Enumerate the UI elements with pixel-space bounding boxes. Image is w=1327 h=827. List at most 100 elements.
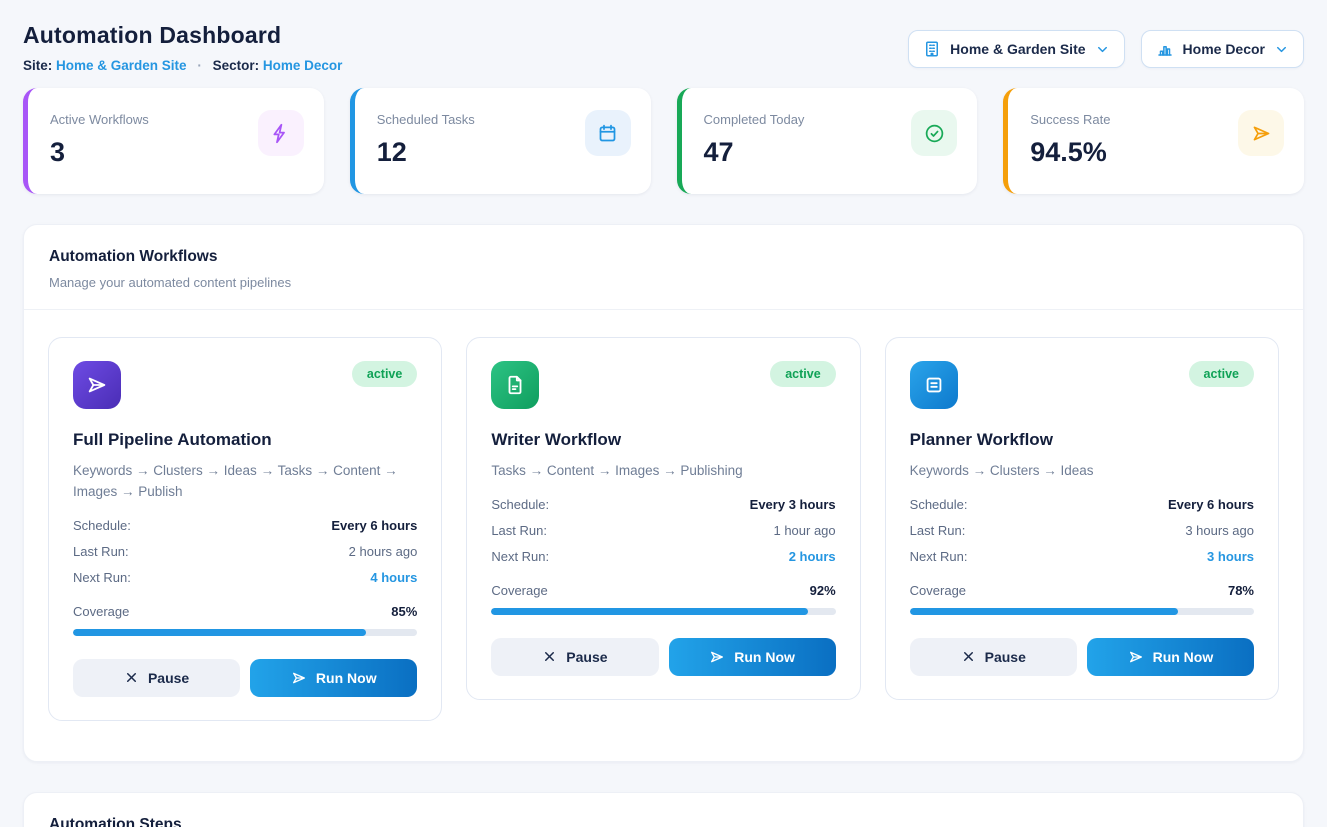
workflow-meta: Schedule: Every 6 hours Last Run: 3 hours … xyxy=(910,497,1254,564)
site-label: Site: xyxy=(23,58,53,73)
workflow-grid: active Full Pipeline Automation Keywords… xyxy=(48,337,1279,721)
send-icon xyxy=(291,670,307,686)
stat-texts: Active Workflows 3 xyxy=(50,106,149,168)
run-now-button[interactable]: Run Now xyxy=(668,637,836,676)
workflow-pipeline: Tasks → Content → Images → Publishing xyxy=(491,463,743,478)
last-run-value: 1 hour ago xyxy=(773,522,836,538)
stat-value: 12 xyxy=(376,137,407,167)
coverage-label: Coverage xyxy=(73,603,130,619)
workflow-title: Full Pipeline Automation xyxy=(73,430,272,449)
coverage-progressbar xyxy=(73,628,418,636)
stat-value: 3 xyxy=(50,137,66,167)
workflow-card-full-pipeline: active Full Pipeline Automation Keywords… xyxy=(48,337,443,721)
pause-button[interactable]: Pause xyxy=(73,658,241,697)
workflow-actions: Pause Run Now xyxy=(909,637,1254,676)
stats-row: Active Workflows 3 Scheduled Tasks 12 Co… xyxy=(23,88,1304,194)
send-icon xyxy=(709,649,725,665)
stat-label: Completed Today xyxy=(703,112,805,127)
workflow-actions: Pause Run Now xyxy=(73,658,418,697)
schedule-label: Schedule: xyxy=(73,517,131,533)
next-run-label: Next Run: xyxy=(491,548,550,564)
pause-button[interactable]: Pause xyxy=(909,637,1077,676)
bar-chart-icon xyxy=(1156,40,1174,58)
workflow-card-planner: active Planner Workflow Keywords → Clust… xyxy=(884,337,1279,700)
header-titles: Automation Dashboard Site: Home & Garden… xyxy=(23,22,342,73)
run-now-label: Run Now xyxy=(1152,648,1214,665)
header-selectors: Home & Garden Site Home Decor xyxy=(908,30,1304,68)
site-selector-label: Home & Garden Site xyxy=(950,41,1086,57)
stat-card-active-workflows: Active Workflows 3 xyxy=(23,88,324,194)
status-badge: active xyxy=(1188,361,1254,387)
workflow-pipeline: Keywords → Clusters → Ideas → Tasks → Co… xyxy=(73,463,398,499)
next-run-value: 4 hours xyxy=(370,569,418,585)
sector-label: Sector: xyxy=(212,58,260,73)
status-badge: active xyxy=(351,361,418,387)
workflow-title: Writer Workflow xyxy=(491,430,622,449)
site-selector-dropdown[interactable]: Home & Garden Site xyxy=(908,30,1125,68)
pause-label: Pause xyxy=(984,648,1026,665)
list-icon xyxy=(909,361,958,409)
coverage-progress-fill xyxy=(491,607,809,615)
workflow-card-writer: active Writer Workflow Tasks → Content →… xyxy=(466,337,861,700)
stat-card-scheduled-tasks: Scheduled Tasks 12 xyxy=(349,88,651,194)
coverage-block: Coverage 92% xyxy=(491,582,836,615)
coverage-progressbar xyxy=(491,607,836,615)
coverage-value: 85% xyxy=(391,603,418,619)
workflows-panel-header: Automation Workflows Manage your automat… xyxy=(24,225,1303,310)
run-now-label: Run Now xyxy=(734,648,795,665)
stat-texts: Completed Today 47 xyxy=(704,106,805,168)
coverage-value: 78% xyxy=(1227,582,1254,598)
run-now-button[interactable]: Run Now xyxy=(250,658,418,697)
workflow-card-top: active xyxy=(491,361,836,409)
building-icon xyxy=(923,40,941,58)
steps-panel-header: Automation Steps Configure which steps a… xyxy=(24,793,1303,827)
pause-label: Pause xyxy=(147,669,190,686)
stat-value: 94.5% xyxy=(1030,137,1107,167)
x-icon xyxy=(124,670,139,685)
panel-title: Automation Workflows xyxy=(49,248,218,265)
page-header: Automation Dashboard Site: Home & Garden… xyxy=(23,22,1304,73)
schedule-value: Every 6 hours xyxy=(1168,496,1254,512)
site-link[interactable]: Home & Garden Site xyxy=(56,58,187,73)
breadcrumb: Site: Home & Garden Site · Sector: Home … xyxy=(23,58,342,73)
breadcrumb-separator: · xyxy=(197,58,202,73)
stat-label: Success Rate xyxy=(1030,112,1111,127)
stat-texts: Success Rate 94.5% xyxy=(1030,106,1110,168)
send-icon xyxy=(1128,649,1144,665)
sector-link[interactable]: Home Decor xyxy=(262,58,343,73)
coverage-progress-fill xyxy=(73,628,366,636)
chevron-down-icon xyxy=(1274,42,1289,57)
workflow-meta: Schedule: Every 6 hours Last Run: 2 hours … xyxy=(73,518,417,585)
stat-texts: Scheduled Tasks 12 xyxy=(377,106,475,168)
stat-value: 47 xyxy=(703,137,734,167)
stat-label: Scheduled Tasks xyxy=(376,112,475,127)
schedule-label: Schedule: xyxy=(491,496,550,512)
workflows-panel: Automation Workflows Manage your automat… xyxy=(23,224,1304,762)
pause-label: Pause xyxy=(566,648,608,665)
workflow-card-top: active xyxy=(909,361,1254,409)
pause-button[interactable]: Pause xyxy=(491,637,659,676)
coverage-progress-fill xyxy=(909,607,1179,615)
coverage-value: 92% xyxy=(809,582,836,598)
chevron-down-icon xyxy=(1095,42,1110,57)
check-circle-icon xyxy=(911,110,958,156)
status-badge: active xyxy=(770,361,836,387)
file-icon xyxy=(491,361,540,409)
stat-card-completed-today: Completed Today 47 xyxy=(676,88,978,194)
stat-label: Active Workflows xyxy=(50,112,149,127)
workflows-panel-body: active Full Pipeline Automation Keywords… xyxy=(24,310,1303,761)
last-run-label: Last Run: xyxy=(73,543,129,559)
next-run-value: 3 hours xyxy=(1207,548,1254,564)
last-run-value: 2 hours ago xyxy=(348,543,418,559)
sector-selector-dropdown[interactable]: Home Decor xyxy=(1140,30,1304,68)
workflow-pipeline: Keywords → Clusters → Ideas xyxy=(909,463,1094,478)
stat-card-success-rate: Success Rate 94.5% xyxy=(1003,88,1304,194)
coverage-progressbar xyxy=(909,607,1254,615)
run-now-button[interactable]: Run Now xyxy=(1086,637,1254,676)
next-run-label: Next Run: xyxy=(909,548,968,564)
next-run-value: 2 hours xyxy=(788,548,836,564)
workflow-card-top: active xyxy=(73,361,418,409)
last-run-value: 3 hours ago xyxy=(1185,522,1254,538)
workflow-title: Planner Workflow xyxy=(909,430,1053,449)
send-icon xyxy=(1238,110,1284,156)
